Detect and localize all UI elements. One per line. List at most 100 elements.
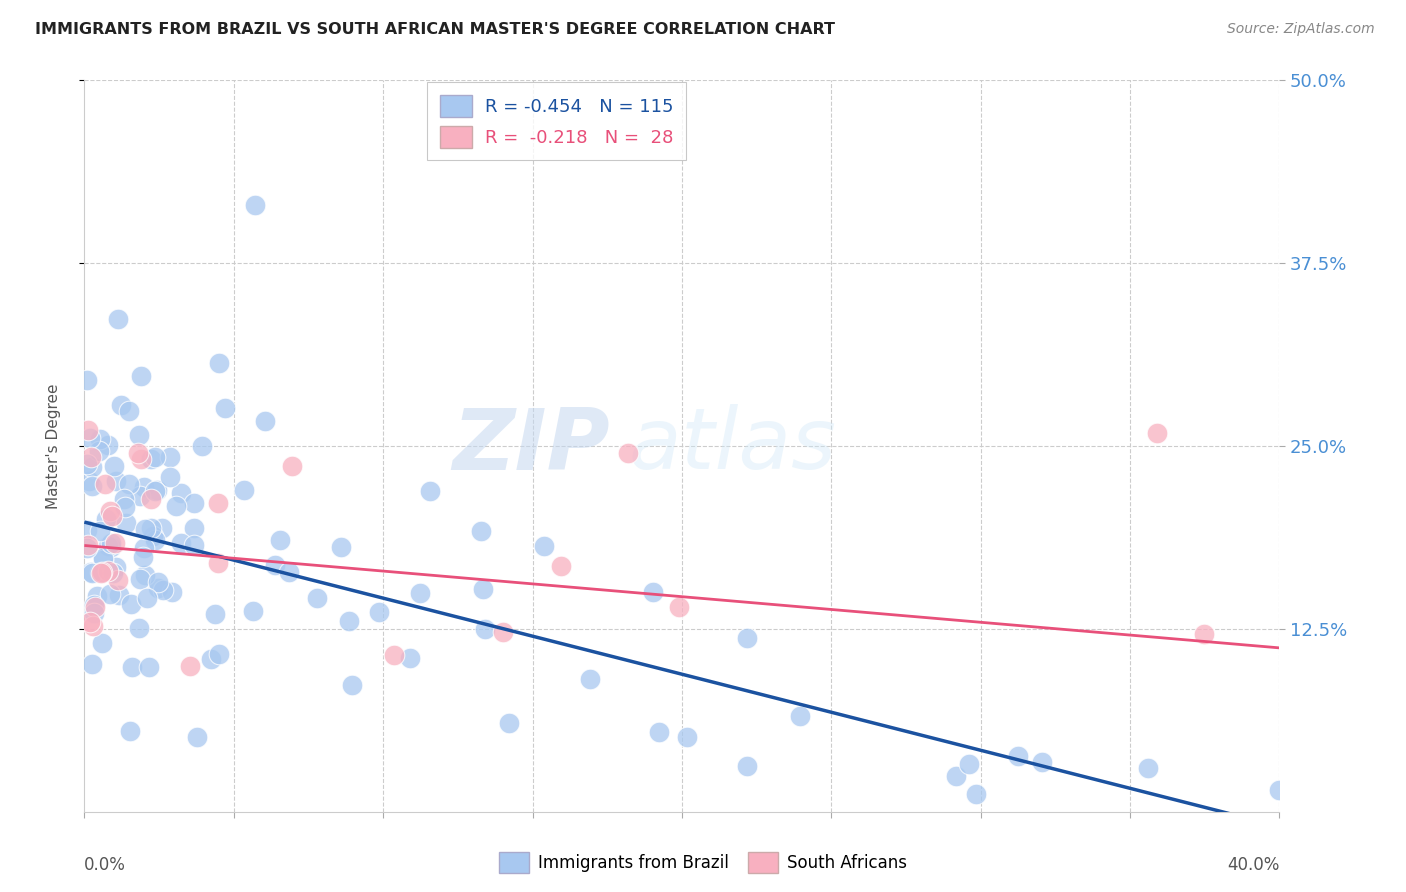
Point [107,574,129,588]
Point [79,565,101,579]
Point [114,491,136,506]
Point [159,450,181,465]
Point [138,660,160,674]
Point [146,575,169,590]
Point [200,652,222,666]
Point [340,678,363,692]
Point [91,565,114,579]
Point [675,730,697,744]
Point [128,621,150,635]
Point [269,533,291,547]
Point [91,636,114,650]
Point [77,424,100,438]
Point [134,480,156,494]
Point [114,516,136,530]
Text: 40.0%: 40.0% [1227,855,1279,873]
Point [382,648,405,663]
Point [139,451,162,466]
Point [128,489,150,503]
Point [143,450,166,465]
Point [132,549,155,564]
Point [118,404,141,418]
Point [100,536,122,550]
Point [76,373,98,387]
Text: atlas: atlas [628,404,837,488]
Point [83,599,105,614]
Point [208,355,231,369]
Point [183,496,205,510]
Point [134,568,156,582]
Point [643,584,665,599]
Point [101,566,124,581]
Point [233,483,256,498]
Point [668,599,690,614]
Point [214,401,236,415]
Point [91,552,114,566]
Point [152,583,174,598]
Point [141,491,163,506]
Point [399,651,422,665]
Point [242,604,264,618]
Point [498,716,520,731]
Point [470,524,492,539]
Point [1137,761,1160,775]
Point [492,625,515,640]
Point [98,504,121,518]
Point [83,598,105,612]
Point [648,725,671,739]
Point [1146,426,1168,441]
Point [108,588,131,602]
Point [89,524,111,539]
Point [107,312,129,326]
Point [533,539,555,553]
Text: ZIP: ZIP [453,404,610,488]
Point [207,496,229,510]
Point [616,445,638,459]
Point [82,619,104,633]
Point [170,536,193,550]
Point [735,631,758,645]
Point [550,559,572,574]
Text: Source: ZipAtlas.com: Source: ZipAtlas.com [1227,22,1375,37]
Point [945,769,967,783]
Point [100,540,122,554]
Point [89,444,111,458]
Point [77,538,100,552]
Point [97,438,120,452]
Point [143,484,166,499]
Point [89,565,111,579]
Point [127,445,149,459]
Point [146,483,169,497]
Point [474,622,496,636]
Point [141,521,163,535]
Point [120,724,142,739]
Point [329,540,352,554]
Point [179,658,201,673]
Point [80,450,103,465]
Point [94,477,117,491]
Point [190,439,212,453]
Point [207,557,229,571]
Point [79,431,101,445]
Point [204,607,226,621]
Point [97,539,120,553]
Point [1192,626,1215,640]
Point [101,508,124,523]
Point [104,535,127,549]
Point [136,591,159,606]
Point [578,672,600,686]
Point [129,451,152,466]
Point [1031,756,1053,770]
Point [337,615,360,629]
Point [134,523,156,537]
Point [165,500,187,514]
Point [150,521,173,535]
Point [277,565,299,579]
Point [409,586,432,600]
Point [134,541,156,556]
Point [80,459,103,474]
Point [121,660,143,674]
Point [80,566,103,581]
Point [142,529,165,543]
Point [79,615,101,630]
